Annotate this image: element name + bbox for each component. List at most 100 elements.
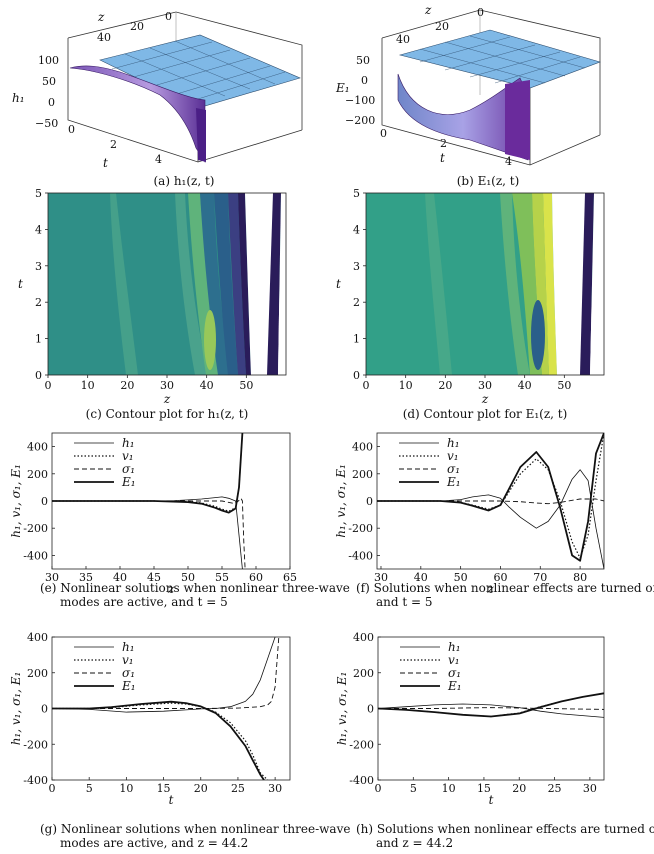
line-e-ytick-label: 0 [41, 495, 48, 508]
surface-a-mesh [111, 40, 286, 104]
line-g-ytick-label: 0 [41, 703, 48, 716]
surface-b-ytick-4: 4 [505, 155, 512, 168]
line-f-xtick-label: 60 [493, 571, 507, 584]
contour-c-band-7 [238, 193, 251, 375]
line-h-series-3 [378, 707, 604, 710]
line-f-ytick-label: 0 [366, 495, 373, 508]
line-f-legend-label-3: σ₁ [447, 462, 460, 476]
surface-a-ylabel: t [103, 156, 108, 170]
line-g-xtick-label: 20 [194, 782, 208, 795]
caption-f-line1: (f) Solutions when nonlinear effects are… [356, 581, 654, 595]
contour-d-xtick-label: 0 [363, 379, 370, 392]
contour-d-ytick-label: 5 [353, 187, 360, 200]
surface-a-zlabel: h₁ [12, 91, 25, 105]
surface-a-box-back [67, 11, 303, 130]
contour-d-ytick-label: 0 [353, 369, 360, 382]
line-g-xtick-label: 25 [231, 782, 245, 795]
line-g-ytick-label: 400 [27, 631, 48, 644]
contour-d-xtick-label: 10 [399, 379, 413, 392]
contour-c-xtick-label: 40 [200, 379, 214, 392]
contour-d-xtick-label: 50 [557, 379, 571, 392]
line-h-ytick-label: -400 [349, 774, 374, 787]
line-e-series-group [52, 433, 246, 569]
contour-d-edge-band [580, 193, 594, 375]
contour-d-xtick-label: 30 [478, 379, 492, 392]
contour-c-xtick-label: 10 [81, 379, 95, 392]
surface-a-box-front [67, 38, 303, 163]
surface-a-xtick-20: 20 [130, 20, 144, 33]
line-h-ylabel: h₁, v₁, σ₁, E₁ [335, 672, 349, 746]
contour-d-ticks: 0 10 20 30 40 50 0 1 2 3 4 5 [353, 187, 571, 392]
line-h-xtick-label: 10 [442, 782, 456, 795]
line-e-ytick-label: -400 [23, 549, 48, 562]
surface-b-mesh [419, 35, 586, 84]
surface-b-wall [505, 80, 530, 160]
line-h-legend-label-2: v₁ [448, 653, 460, 667]
line-f-xtick-label: 50 [454, 571, 468, 584]
line-h-xtick-label: 0 [375, 782, 382, 795]
surface-a-wall [196, 108, 206, 162]
line-f-xtick-label: 80 [573, 571, 587, 584]
line-e-legend-label-1: h₁ [122, 436, 135, 450]
line-plot-f: 30 40 50 60 70 80 -400 -200 0 200 400 z h₁, v₁, σ₁, … [334, 432, 605, 596]
contour-c-ticks: 0 10 20 30 40 50 0 1 2 3 4 5 [35, 187, 253, 392]
line-g-legend-label-2: v₁ [122, 653, 134, 667]
line-f-ytick-label: -200 [348, 522, 373, 535]
surface-b-ztick-m100: −100 [345, 94, 375, 107]
line-plot-g: 0 5 10 15 20 25 30 -400 -200 0 200 400 t h₁, v₁, σ₁, … [9, 631, 291, 807]
line-h-legend-label-3: σ₁ [448, 666, 461, 680]
caption-f-line2: and t = 5 [376, 595, 433, 609]
line-e-series-2 [52, 433, 243, 512]
surface-b-xtick-0: 0 [477, 6, 484, 19]
line-e-ylabel: h₁, v₁, σ₁, E₁ [9, 464, 23, 538]
surface-b-xtick-20: 20 [435, 20, 449, 33]
contour-c-ytick-label: 3 [35, 260, 42, 273]
caption-b: (b) E₁(z, t) [457, 174, 520, 188]
caption-h-line1: (h) Solutions when nonlinear effects are… [356, 822, 654, 836]
contour-d-edge-white [590, 193, 604, 375]
caption-c: (c) Contour plot for h₁(z, t) [86, 407, 249, 421]
surface-a-ytick-2: 2 [110, 138, 117, 151]
line-g-legend-label-3: σ₁ [122, 666, 135, 680]
contour-c-xtick-label: 50 [239, 379, 253, 392]
surface-b-ztick-50: 50 [356, 54, 370, 67]
contour-c-band-6 [228, 193, 246, 375]
line-e-xtick-label: 40 [113, 571, 127, 584]
contour-c-band-4 [200, 193, 230, 375]
contour-c-blob [204, 310, 216, 370]
line-f-legend-label-1: h₁ [447, 436, 460, 450]
line-f-ytick-label: 200 [352, 468, 373, 481]
contour-c-band-1 [110, 193, 138, 375]
contour-c-ytick-label: 1 [35, 333, 42, 346]
line-f-series-4 [377, 433, 604, 562]
line-f-series-3 [377, 498, 604, 505]
contour-plot-d [365, 192, 605, 376]
surface-b-xtick-40: 40 [396, 33, 410, 46]
line-e-xtick-label: 60 [249, 571, 263, 584]
caption-a: (a) h₁(z, t) [153, 174, 214, 188]
line-e-xtick-label: 45 [147, 571, 161, 584]
line-g-xtick-label: 5 [86, 782, 93, 795]
line-h-legend-label-1: h₁ [448, 640, 461, 654]
contour-d-band-5 [543, 193, 557, 375]
line-e-xtick-label: 65 [283, 571, 297, 584]
surface-b-zlabel: E₁ [335, 81, 350, 95]
line-f-ytick-label: -400 [348, 549, 373, 562]
line-g-series-1 [52, 637, 276, 713]
line-e-xlabel: z [167, 582, 175, 596]
contour-d-ytick-label: 2 [353, 296, 360, 309]
surface-a-ytick-4: 4 [155, 153, 162, 166]
surface-b-ytick-2: 2 [440, 137, 447, 150]
line-g-series-3 [52, 637, 280, 709]
caption-e-line2: modes are active, and t = 5 [60, 595, 228, 609]
surface-b-ztick-m200: −200 [345, 114, 375, 127]
contour-d-xtick-label: 20 [438, 379, 452, 392]
line-h-ytick-label: 0 [367, 703, 374, 716]
surface-b-box-front [381, 38, 601, 166]
line-g-xtick-label: 10 [119, 782, 133, 795]
caption-h-line2: and z = 44.2 [376, 836, 453, 850]
surface-b-flat [398, 29, 601, 89]
surface-a-xtick-0: 0 [165, 10, 172, 23]
line-f-legend-label-4: E₁ [446, 475, 461, 489]
